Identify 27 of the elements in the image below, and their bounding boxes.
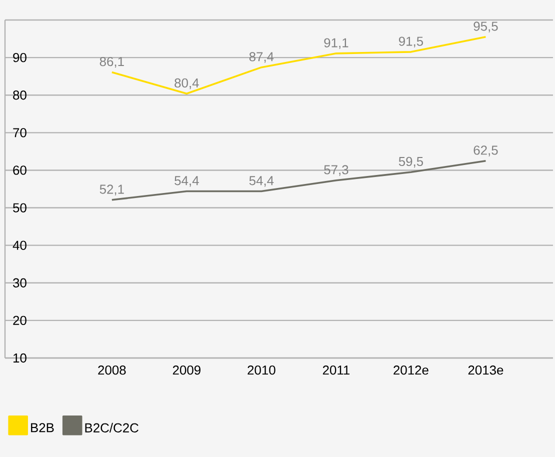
x-tick-label: 2011 [322,366,350,375]
data-label: 54,4 [174,176,199,187]
y-tick-label: 60 [13,166,26,175]
legend-label: B2C/C2C [85,422,138,432]
x-tick-label: 2010 [248,366,276,375]
data-label: 54,4 [249,176,274,187]
y-tick-label: 80 [13,90,26,100]
x-tick-label: 2013e [468,366,504,375]
y-tick-label: 50 [13,203,26,212]
data-label: 62,5 [474,146,498,156]
data-label: 95,5 [474,22,498,32]
y-tick-label: 70 [13,128,26,138]
legend-label: B2B [31,423,54,432]
y-tick-label: 20 [13,316,26,326]
x-tick-label: 2012e [394,366,428,375]
data-label: 91,5 [398,36,424,48]
data-label: 91,1 [324,38,348,49]
y-tick-label: 90 [13,52,26,62]
data-label: 86,1 [100,56,124,68]
data-label: 59,5 [398,156,424,168]
data-label: 80,4 [174,78,199,90]
x-tick-label: 2009 [172,366,200,375]
data-label: 52,1 [100,184,124,196]
y-tick-label: 30 [13,278,26,288]
x-tick-label: 2008 [98,366,126,375]
y-tick-label: 40 [12,240,26,250]
y-tick-label: 10 [14,353,26,363]
